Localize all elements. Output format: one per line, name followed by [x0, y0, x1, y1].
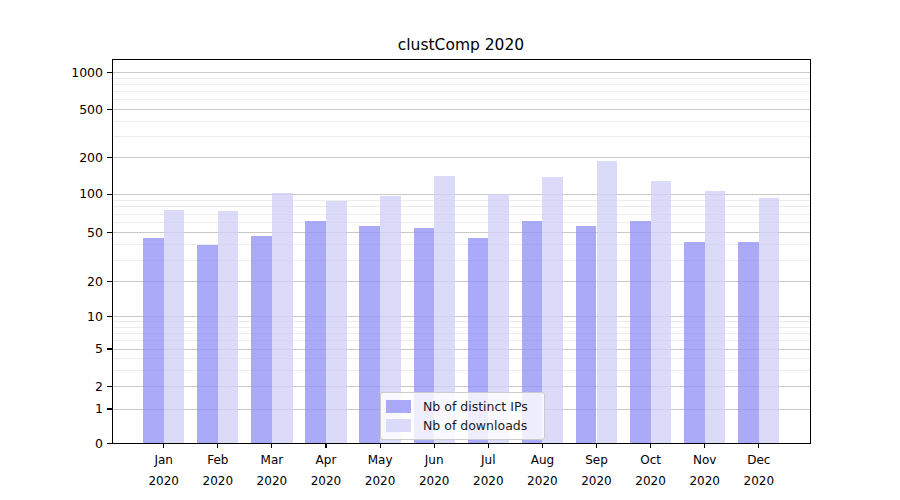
- x-tick-mark: [488, 444, 489, 449]
- downloads-bar-aug: [542, 177, 563, 444]
- x-tick-mark: [271, 444, 272, 449]
- y-tick-mark: [107, 316, 112, 317]
- ips-bar-may: [359, 226, 380, 443]
- major-gridline: [112, 109, 812, 110]
- x-tick-mark: [596, 444, 597, 449]
- x-tick-mark: [434, 444, 435, 449]
- y-tick-label: 0: [40, 436, 103, 452]
- ips-legend-swatch: [386, 400, 411, 413]
- major-gridline: [112, 72, 812, 73]
- y-tick-label: 1000: [40, 65, 103, 81]
- y-tick-mark: [107, 232, 112, 233]
- ips-bar-feb: [197, 245, 218, 444]
- y-tick-mark: [107, 408, 112, 409]
- minor-gridline: [112, 136, 812, 137]
- y-tick-label: 2: [40, 379, 103, 395]
- ips-bar-mar: [251, 236, 272, 443]
- x-tick-mark: [163, 444, 164, 449]
- downloads-bar-sep: [597, 161, 618, 444]
- x-tick-mark: [325, 444, 326, 449]
- minor-gridline: [112, 84, 812, 85]
- y-tick-mark: [107, 348, 112, 349]
- x-tick-mark: [650, 444, 651, 449]
- y-tick-label: 10: [40, 309, 103, 325]
- ips-bar-apr: [305, 221, 326, 444]
- plot-area: [112, 59, 812, 444]
- ips-bar-nov: [684, 242, 705, 443]
- y-tick-mark: [107, 157, 112, 158]
- legend-item: Nb of distinct IPs: [386, 397, 542, 416]
- x-tick-label: Dec2020: [727, 450, 791, 493]
- minor-gridline: [112, 78, 812, 79]
- minor-gridline: [112, 99, 812, 100]
- legend-item: Nb of downloads: [386, 416, 542, 435]
- x-tick-mark: [704, 444, 705, 449]
- y-tick-label: 100: [40, 186, 103, 202]
- minor-gridline: [112, 91, 812, 92]
- y-tick-label: 50: [40, 225, 103, 241]
- major-gridline: [112, 157, 812, 158]
- y-tick-mark: [107, 386, 112, 387]
- downloads-legend-swatch: [386, 419, 411, 432]
- downloads-bar-mar: [272, 193, 293, 443]
- y-tick-mark: [107, 109, 112, 110]
- downloads-bar-jan: [164, 210, 185, 443]
- downloads-bar-dec: [759, 198, 780, 444]
- y-tick-label: 20: [40, 274, 103, 290]
- x-tick-mark: [758, 444, 759, 449]
- ips-bar-oct: [630, 221, 651, 444]
- ips-bar-dec: [738, 242, 759, 443]
- x-tick-mark: [217, 444, 218, 449]
- legend-item-label: Nb of distinct IPs: [423, 399, 528, 414]
- x-tick-mark: [542, 444, 543, 449]
- y-tick-mark: [107, 194, 112, 195]
- y-tick-label: 5: [40, 341, 103, 357]
- y-tick-label: 500: [40, 102, 103, 118]
- y-tick-mark: [107, 72, 112, 73]
- y-tick-label: 200: [40, 150, 103, 166]
- downloads-bar-oct: [651, 181, 672, 443]
- legend: Nb of distinct IPs Nb of downloads: [380, 392, 545, 440]
- y-tick-label: 1: [40, 401, 103, 417]
- minor-gridline: [112, 121, 812, 122]
- x-tick-mark: [380, 444, 381, 449]
- y-tick-mark: [107, 281, 112, 282]
- ips-bar-sep: [576, 226, 597, 443]
- downloads-bar-feb: [218, 211, 239, 444]
- legend-item-label: Nb of downloads: [423, 418, 527, 433]
- downloads-bar-nov: [705, 191, 726, 444]
- y-tick-mark: [107, 443, 112, 444]
- chart-title: clustComp 2020: [111, 37, 811, 54]
- bar-chart: clustComp 2020 01251020501002005001000Ja…: [0, 0, 900, 500]
- ips-bar-jan: [143, 238, 164, 443]
- downloads-bar-apr: [326, 201, 347, 443]
